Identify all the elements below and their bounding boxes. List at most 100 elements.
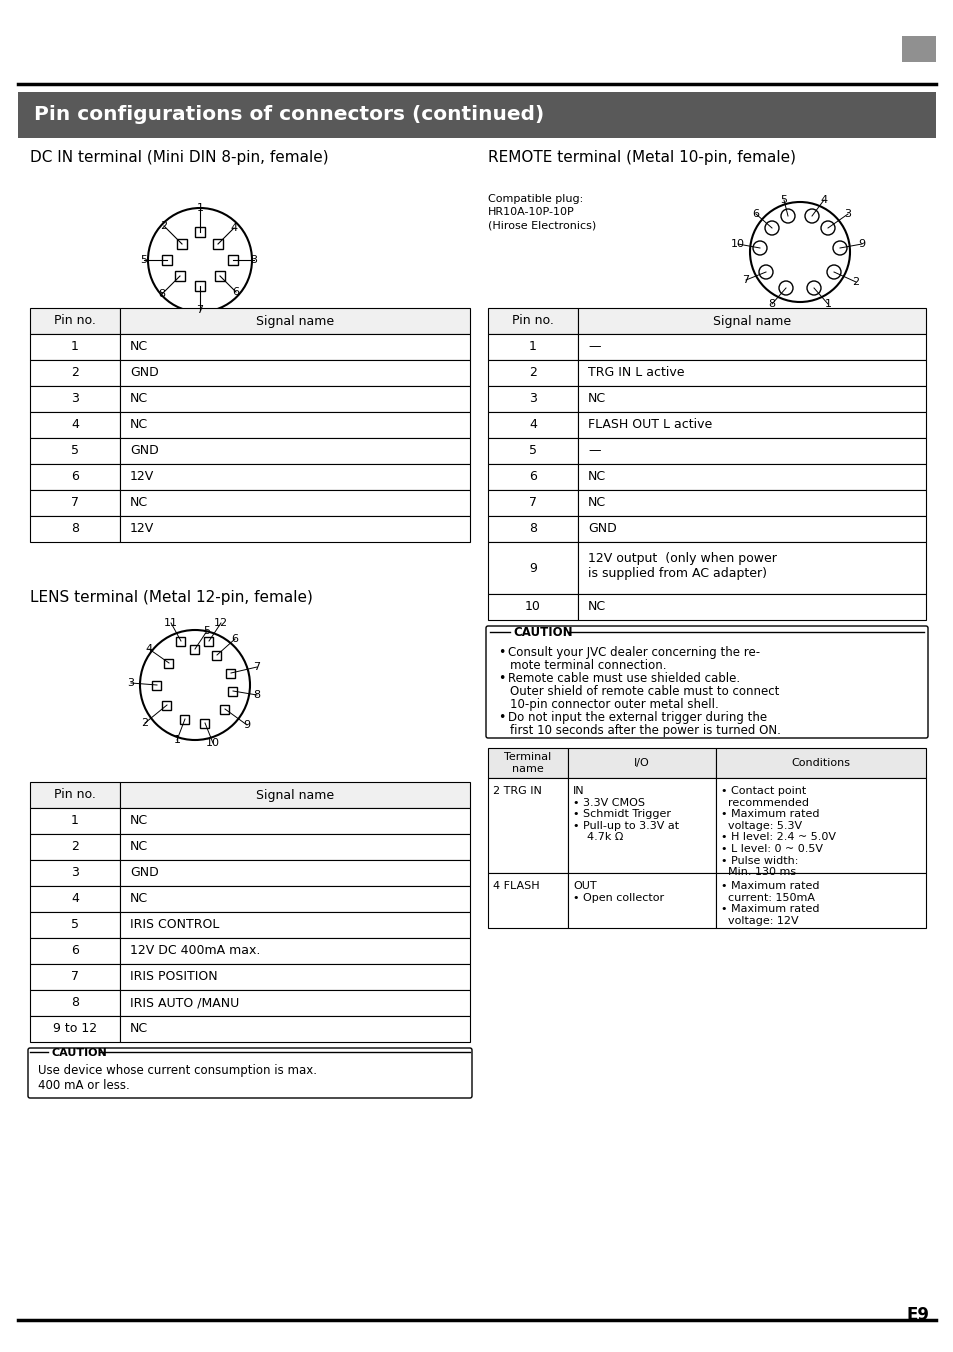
Bar (901, 37, 935, 62)
Text: Signal name: Signal name (255, 315, 334, 327)
Text: 10: 10 (206, 738, 220, 748)
Bar (120, 990, 470, 1015)
Bar (488, 360, 578, 387)
Bar (120, 489, 470, 516)
Text: NC: NC (130, 814, 148, 827)
Text: 1: 1 (196, 203, 203, 214)
Bar (120, 834, 470, 860)
Text: NC: NC (130, 496, 148, 510)
Bar (578, 594, 925, 621)
Text: 11: 11 (164, 618, 178, 627)
Text: 2 TRG IN: 2 TRG IN (493, 786, 541, 796)
Text: 2: 2 (141, 718, 149, 727)
Bar (120, 938, 470, 964)
Bar (30, 913, 120, 938)
Bar (488, 594, 578, 621)
Text: 4: 4 (529, 419, 537, 431)
Text: 8: 8 (158, 289, 166, 299)
Text: 2: 2 (71, 841, 79, 853)
Text: 1: 1 (71, 814, 79, 827)
Bar (226, 668, 235, 677)
Bar (488, 748, 567, 777)
Text: 8: 8 (767, 299, 775, 310)
Bar (213, 239, 223, 249)
Bar (228, 256, 237, 265)
Bar (578, 308, 925, 334)
Text: 7: 7 (253, 662, 260, 672)
Bar (120, 360, 470, 387)
Bar (30, 516, 120, 542)
Text: 12V output  (only when power
is supplied from AC adapter): 12V output (only when power is supplied … (587, 552, 776, 580)
Bar (120, 1015, 470, 1042)
Bar (578, 412, 925, 438)
Text: 12V: 12V (130, 470, 154, 484)
Bar (120, 387, 470, 412)
Text: E9: E9 (906, 1306, 929, 1324)
Text: 10: 10 (524, 600, 540, 614)
Text: FLASH OUT L active: FLASH OUT L active (587, 419, 712, 431)
Text: NC: NC (587, 496, 605, 510)
Bar (488, 489, 578, 516)
Text: 9: 9 (529, 561, 537, 575)
Text: 5: 5 (780, 195, 786, 206)
Text: DC IN terminal (Mini DIN 8-pin, female): DC IN terminal (Mini DIN 8-pin, female) (30, 150, 328, 165)
Bar (578, 334, 925, 360)
Text: 6: 6 (233, 287, 239, 297)
Bar (578, 360, 925, 387)
Text: 2: 2 (529, 366, 537, 380)
Bar (567, 873, 716, 927)
Text: 8: 8 (71, 996, 79, 1010)
Text: 10: 10 (730, 239, 744, 249)
Text: 2: 2 (71, 366, 79, 380)
Text: 6: 6 (232, 634, 238, 644)
Text: Consult your JVC dealer concerning the re-: Consult your JVC dealer concerning the r… (507, 646, 760, 658)
Bar (152, 680, 161, 690)
Bar (30, 781, 120, 808)
Bar (194, 227, 205, 237)
Bar (30, 438, 120, 464)
Bar (578, 542, 925, 594)
Text: IRIS POSITION: IRIS POSITION (130, 971, 217, 983)
Text: 3: 3 (71, 867, 79, 880)
Text: 2: 2 (852, 277, 859, 287)
Text: CAUTION: CAUTION (513, 626, 572, 639)
Bar (30, 886, 120, 913)
Bar (30, 938, 120, 964)
Text: IN
• 3.3V CMOS
• Schmidt Trigger
• Pull-up to 3.3V at
    4.7k Ω: IN • 3.3V CMOS • Schmidt Trigger • Pull-… (573, 786, 679, 842)
Bar (578, 438, 925, 464)
Bar (30, 834, 120, 860)
Bar (120, 886, 470, 913)
Bar (488, 777, 567, 873)
Text: 9 to 12: 9 to 12 (52, 1022, 97, 1036)
Bar (120, 438, 470, 464)
Bar (120, 860, 470, 886)
Text: •: • (497, 646, 505, 658)
Bar (716, 873, 925, 927)
Text: 12V DC 400mA max.: 12V DC 400mA max. (130, 945, 260, 957)
Text: Signal name: Signal name (712, 315, 790, 327)
Bar (30, 990, 120, 1015)
Bar (120, 464, 470, 489)
Text: 6: 6 (529, 470, 537, 484)
Bar (191, 645, 199, 653)
Text: •: • (497, 672, 505, 685)
Bar (488, 334, 578, 360)
Text: 9: 9 (858, 239, 864, 249)
Text: 9: 9 (243, 721, 251, 730)
Bar (567, 777, 716, 873)
Text: 6: 6 (71, 470, 79, 484)
Text: NC: NC (130, 1022, 148, 1036)
Bar (30, 489, 120, 516)
Bar (488, 387, 578, 412)
Text: 7: 7 (529, 496, 537, 510)
Text: 8: 8 (253, 690, 260, 700)
Text: 3: 3 (128, 677, 134, 688)
Bar (120, 781, 470, 808)
Bar (716, 748, 925, 777)
Text: 8: 8 (529, 522, 537, 535)
Text: GND: GND (130, 366, 158, 380)
Bar (488, 308, 578, 334)
Text: Pin no.: Pin no. (512, 315, 554, 327)
Text: 3: 3 (251, 256, 257, 265)
Bar (18, 92, 935, 138)
